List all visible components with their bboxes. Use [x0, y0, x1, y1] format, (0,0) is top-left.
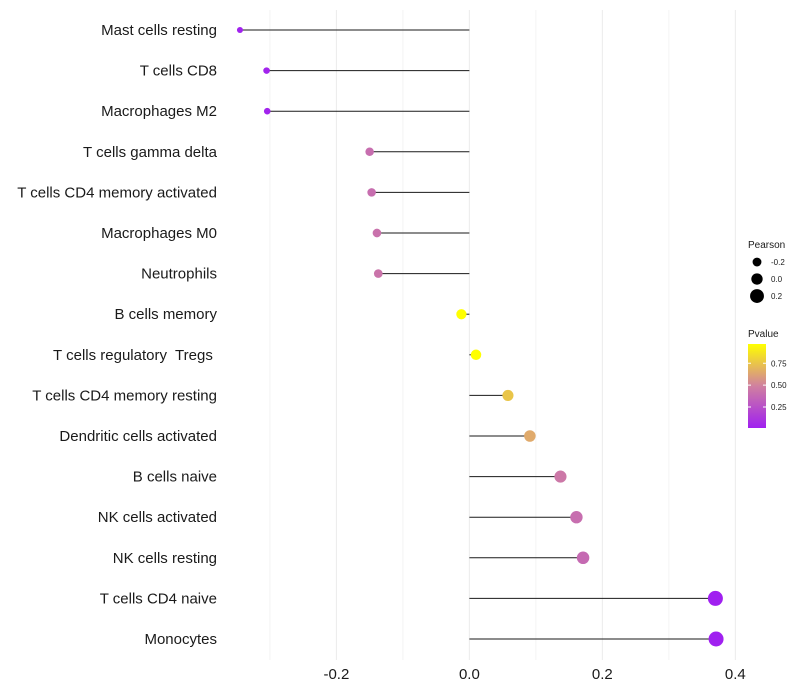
- x-tick-label: -0.2: [323, 666, 349, 683]
- category-label: Neutrophils: [141, 266, 217, 283]
- point: [373, 269, 383, 278]
- grid: [269, 10, 736, 660]
- point: [365, 147, 374, 157]
- category-label: Monocytes: [144, 631, 217, 648]
- category-label: T cells gamma delta: [83, 144, 218, 161]
- x-tick-label: 0.4: [725, 666, 746, 683]
- category-label: Macrophages M0: [101, 225, 217, 242]
- point: [236, 26, 244, 34]
- category-labels: Mast cells resting T cells CD8 Macrophages…: [17, 22, 217, 648]
- category-label: T cells regulatory Tregs: [53, 347, 217, 364]
- color-legend-ticks: 0.75 0.50 0.25: [748, 359, 787, 412]
- category-label: NK cells activated: [98, 509, 217, 526]
- category-label: Mast cells resting: [101, 22, 217, 39]
- point: [554, 470, 567, 483]
- point: [263, 107, 271, 115]
- point: [570, 511, 583, 524]
- category-label: T cells CD4 memory activated: [17, 184, 217, 201]
- size-legend-items: -0.2 0.0 0.2: [750, 257, 785, 303]
- point: [502, 389, 514, 401]
- size-legend-label: -0.2: [771, 258, 785, 267]
- color-legend-label: 0.25: [771, 403, 787, 412]
- color-legend-label: 0.75: [771, 359, 787, 368]
- point: [263, 67, 270, 74]
- category-label: B cells memory: [114, 306, 217, 323]
- size-legend-title: Pearson: [748, 240, 785, 251]
- category-label: B cells naive: [133, 469, 217, 486]
- legend: Pearson -0.2 0.0 0.2 Pvalue 0.75 0.50 0.25: [748, 240, 787, 428]
- category-label: T cells CD4 memory resting: [32, 387, 217, 404]
- pvalue-colorbar: [748, 344, 766, 428]
- point: [707, 590, 723, 606]
- point: [372, 228, 382, 238]
- size-legend-dot: [751, 273, 763, 285]
- category-label: Macrophages M2: [101, 103, 217, 120]
- dots: [236, 26, 724, 647]
- size-legend-dot: [750, 289, 764, 303]
- point: [456, 309, 467, 320]
- size-legend-label: 0.2: [771, 292, 783, 301]
- category-label: T cells CD4 naive: [100, 590, 217, 607]
- point: [576, 551, 590, 565]
- color-legend-title: Pvalue: [748, 329, 779, 340]
- category-label: T cells CD8: [140, 63, 217, 80]
- stems: [239, 29, 717, 640]
- size-legend-dot: [752, 257, 762, 267]
- color-legend-label: 0.50: [771, 381, 787, 390]
- x-tick-label: 0.0: [459, 666, 480, 683]
- point: [367, 188, 376, 197]
- point: [708, 631, 724, 647]
- category-label: Dendritic cells activated: [59, 428, 217, 445]
- point: [470, 349, 482, 361]
- x-tick-label: 0.2: [592, 666, 613, 683]
- x-tick-labels: -0.2 0.0 0.2 0.4: [323, 666, 745, 683]
- size-legend-label: 0.0: [771, 275, 783, 284]
- point: [524, 430, 536, 442]
- category-label: NK cells resting: [113, 550, 217, 567]
